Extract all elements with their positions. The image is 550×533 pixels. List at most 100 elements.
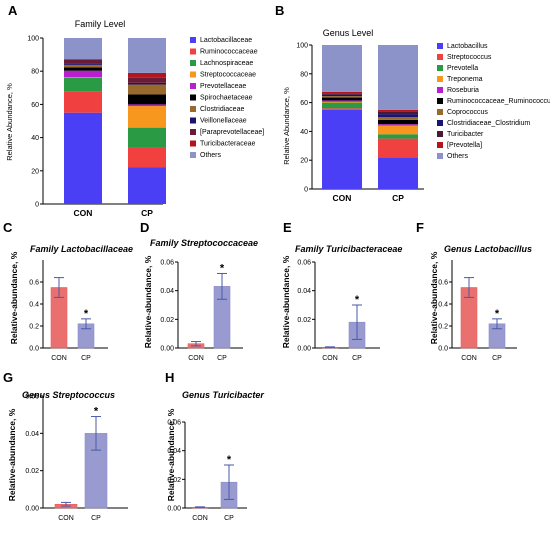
panel-b-legend-swatch (437, 142, 443, 148)
panel-a-y-tick-label: 0 (35, 202, 39, 209)
panel-a-x-tick-label: CP (141, 208, 153, 218)
panel-c-x-tick-label: CON (51, 355, 67, 362)
panel-label-g: G (3, 370, 13, 385)
panel-f-y-tick-label: 0.2 (438, 324, 448, 331)
panel-b-legend-swatch (437, 153, 443, 159)
panel-b-bar-segment (322, 102, 362, 103)
panel-a-bar-segment (64, 63, 102, 65)
panel-b-legend-label: Coprococcus (447, 109, 488, 116)
panel-b-legend-label: Clostridiaceae_Clostridium (447, 120, 530, 127)
panel-b-bar-segment (322, 103, 362, 109)
panel-b-bar-segment (378, 126, 418, 135)
panel-a-bar-segment (128, 148, 166, 168)
panel-f-title: Genus Lactobacillus (444, 244, 532, 254)
panel-d-y-tick-label: 0.06 (160, 260, 174, 267)
panel-h-x-tick-label: CP (224, 515, 234, 522)
panel-h-y-tick-label: 0.00 (167, 506, 181, 513)
panel-a-y-tick-label: 100 (27, 36, 39, 43)
panel-b-legend-swatch (437, 43, 443, 49)
panel-a-y-tick-label: 40 (31, 135, 39, 142)
panel-a-legend-swatch (190, 95, 196, 101)
panel-d-x-tick-label: CON (188, 355, 204, 362)
panel-a-bar-segment (128, 94, 166, 104)
panel-a-legend-label: Lactobacillaceae (200, 37, 252, 44)
panel-a-bar-segment (64, 38, 102, 59)
panel-a-legend-label: Others (200, 152, 222, 159)
panel-b: B Genus Level Relative Abundance, % 0204… (275, 3, 550, 203)
panel-c-title: Family Lactobacillaceae (30, 244, 133, 254)
panel-a-bar-segment (128, 83, 166, 85)
panel-g-y-tick-label: 0.00 (25, 506, 39, 513)
panel-a-bar-segment (64, 60, 102, 63)
panel-b-legend-label: Streptococcus (447, 54, 492, 61)
panel-a-bar-segment (128, 38, 166, 73)
panel-b-legend-swatch (437, 109, 443, 115)
panel-a-bar-segment (128, 84, 166, 94)
panel-e-significance-star: * (355, 294, 360, 306)
panel-d-x-tick-label: CP (217, 355, 227, 362)
panel-a-bar-segment (128, 73, 166, 78)
panel-b-y-tick-label: 0 (304, 187, 308, 194)
panel-b-bar-segment (378, 139, 418, 158)
panel-h-y-tick-label: 0.02 (167, 477, 181, 484)
panel-b-bar-segment (322, 96, 362, 97)
panel-a-legend-swatch (190, 37, 196, 43)
panel-b-y-tick-label: 40 (300, 129, 308, 136)
panel-a-legend-label: Lachnospiraceae (200, 60, 253, 67)
panel-b-bar-segment (378, 117, 418, 120)
panel-a-y-tick-label: 80 (31, 69, 39, 76)
panel-e-y-tick-label: 0.04 (297, 288, 311, 295)
panel-b-bar-segment (322, 93, 362, 94)
panel-label-e: E (283, 220, 292, 235)
panel-d-significance-star: * (220, 262, 225, 274)
panel-b-x-tick-label: CON (333, 193, 352, 203)
panel-a-legend-label: Veillonellaceae (200, 118, 247, 125)
panel-d: D Family Streptococcaceae Relative-abund… (140, 220, 258, 362)
panel-h-x-tick-label: CON (192, 515, 208, 522)
panel-label-h: H (165, 370, 174, 385)
panel-b-bar-segment (378, 111, 418, 114)
panel-a-legend-swatch (190, 83, 196, 89)
panel-label-c: C (3, 220, 13, 235)
panel-d-y-tick-label: 0.00 (160, 346, 174, 353)
panel-a-legend-swatch (190, 60, 196, 66)
panel-b-bar-segment (322, 100, 362, 101)
panel-f: F Genus Lactobacillus Relative-abundance… (416, 220, 532, 362)
panel-e: E Family Turicibacteraceae Relative-abun… (281, 220, 402, 362)
panel-e-ylabel: Relative-abundance, % (281, 255, 291, 348)
panel-g-x-tick-label: CP (91, 515, 101, 522)
panel-b-legend-label: Prevotella (447, 65, 478, 72)
panel-b-legend-label: Turicibacter (447, 131, 484, 138)
panel-a-bar-segment (64, 67, 102, 70)
panel-a-bar-segment (128, 167, 166, 204)
panel-b-bar-segment (378, 110, 418, 111)
panel-label-d: D (140, 220, 149, 235)
panel-a-legend-label: [Paraprevotellaceae] (200, 129, 264, 136)
panel-a-legend-label: Ruminococcaceae (200, 49, 258, 56)
panel-b-legend-swatch (437, 131, 443, 137)
panel-e-y-tick-label: 0.06 (297, 260, 311, 267)
panel-g-ylabel: Relative-abundance, % (7, 408, 17, 501)
panel-d-y-tick-label: 0.02 (160, 317, 174, 324)
panel-d-y-tick-label: 0.04 (160, 288, 174, 295)
panel-e-y-tick-label: 0.00 (297, 346, 311, 353)
panel-g-y-tick-label: 0.04 (25, 431, 39, 438)
panel-b-bar-segment (322, 98, 362, 101)
panel-b-bar-segment (322, 45, 362, 92)
panel-e-title: Family Turicibacteraceae (295, 244, 402, 254)
panel-a-ylabel: Relative Abundance, % (5, 83, 14, 161)
panel-g: G Genus Streptococcus Relative-abundance… (3, 370, 128, 522)
panel-a-bar-segment (128, 78, 166, 83)
panel-a-legend-label: Streptococcaceae (200, 72, 256, 79)
panel-b-ylabel: Relative Abundance, % (282, 87, 291, 165)
panel-a-bar-segment (64, 91, 102, 113)
panel-b-legend-swatch (437, 76, 443, 82)
panel-h-y-tick-label: 0.06 (167, 420, 181, 427)
panel-a-legend-swatch (190, 152, 196, 158)
panel-b-legend-label: Treponema (447, 76, 483, 83)
panel-e-x-tick-label: CP (352, 355, 362, 362)
panel-g-y-tick-label: 0.06 (25, 394, 39, 401)
panel-c-ylabel: Relative-abundance, % (9, 251, 19, 344)
panel-a-legend-label: Clostridiaceae (200, 106, 244, 113)
panel-label-a: A (8, 3, 18, 18)
